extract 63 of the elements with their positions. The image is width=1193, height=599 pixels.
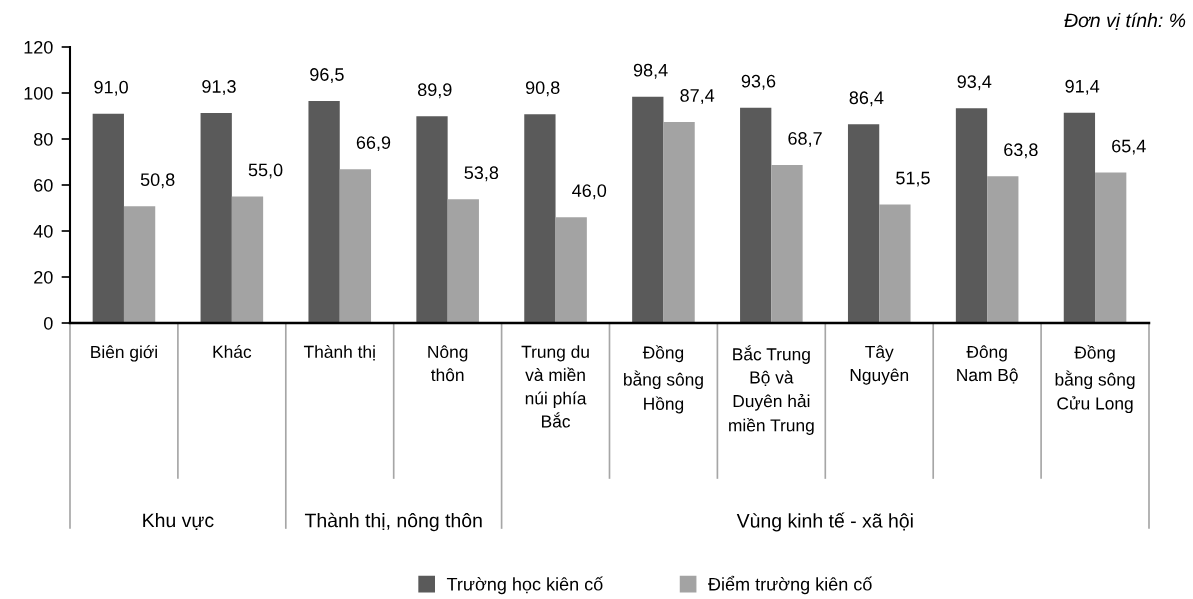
- bar: [1063, 112, 1096, 323]
- data-label: 91,4: [1065, 79, 1100, 95]
- data-label: 55,0: [248, 163, 283, 179]
- bar: [740, 107, 772, 323]
- bar: [771, 164, 803, 323]
- text: Khu vực: [143, 512, 214, 530]
- bar: [339, 169, 372, 323]
- bar: [231, 196, 264, 323]
- bar: [92, 113, 124, 323]
- x-tick-label: Đồng bằng sông Cửu Long: [1055, 345, 1135, 414]
- bar: [847, 124, 880, 323]
- bar: [447, 199, 479, 323]
- text: Vùng kinh tế - xã hội: [736, 512, 913, 532]
- y-tick-label: 0: [44, 316, 53, 330]
- x-tick-label: Khác: [213, 345, 252, 358]
- bar: [663, 121, 695, 323]
- data-label: 91,0: [94, 80, 128, 96]
- data-label: 93,6: [741, 74, 776, 90]
- bar: [632, 96, 664, 323]
- data-label: 93,4: [957, 75, 992, 91]
- y-tick-label: 100: [24, 86, 53, 100]
- bar: [555, 217, 587, 323]
- data-label: 46,0: [572, 184, 607, 200]
- x-tick-label: Biên giới: [91, 345, 157, 362]
- x-tick-label: Nông thôn: [428, 345, 468, 382]
- x-tick-label: Đồng bằng sông Hồng: [624, 345, 703, 414]
- bar: [879, 204, 911, 323]
- chart-subtitle: Đơn vị tính: %: [1064, 12, 1186, 30]
- x-tick-label: Đông Nam Bộ: [957, 345, 1018, 384]
- x-tick-label: Tây Nguyên: [850, 345, 909, 385]
- data-label: 98,4: [633, 63, 668, 79]
- x-tick-label: Thành thị: [303, 345, 375, 361]
- y-tick-label: 20: [34, 270, 53, 284]
- data-label: 86,4: [849, 91, 884, 107]
- x-tick-label: Trung du và miền núi phía Bắc: [521, 345, 589, 428]
- bar: [123, 206, 156, 323]
- y-tick-label: 40: [33, 224, 53, 238]
- legend-label: Trường học kiên cố: [446, 576, 603, 595]
- bar: [1095, 172, 1127, 323]
- data-label: 53,8: [464, 166, 499, 182]
- legend-label: Điểm trường kiên cố: [708, 575, 873, 595]
- bar: [200, 113, 232, 323]
- x-tick-label: Bắc Trung Bộ và Duyên hải miền Trung: [729, 345, 814, 435]
- bar: [987, 176, 1019, 323]
- bar: [524, 114, 556, 323]
- data-label: 96,5: [310, 68, 344, 84]
- bar: [416, 116, 448, 323]
- bar: [308, 101, 340, 323]
- y-tick-label: 120: [24, 40, 53, 54]
- data-label: 66,9: [356, 136, 391, 152]
- text: Thành thị, nông thôn: [304, 512, 482, 532]
- data-label: 65,4: [1112, 139, 1146, 155]
- data-label: 50,8: [140, 173, 175, 189]
- data-label: 89,9: [418, 83, 452, 99]
- data-label: 91,3: [202, 80, 236, 95]
- bar: [955, 108, 988, 323]
- y-tick-label: 80: [34, 132, 53, 146]
- data-label: 63,8: [1004, 143, 1038, 159]
- data-label: 68,7: [788, 132, 822, 147]
- y-tick-label: 60: [34, 178, 53, 192]
- data-label: 87,4: [680, 89, 715, 104]
- data-label: 51,5: [896, 171, 930, 187]
- data-label: 90,8: [525, 81, 560, 97]
